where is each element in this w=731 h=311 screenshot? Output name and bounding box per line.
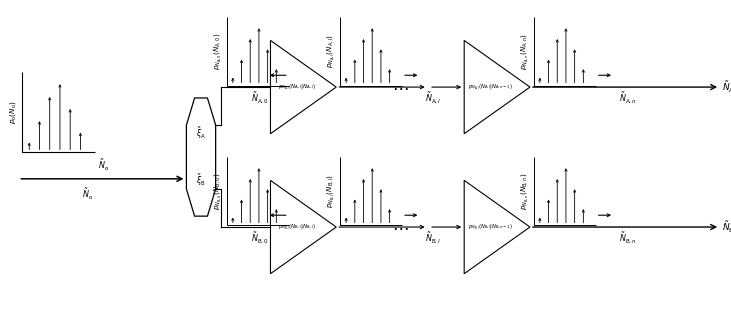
Text: $p_{N_{\rm A,n}}(N_{\rm A,n})$: $p_{N_{\rm A,n}}(N_{\rm A,n})$ [520, 33, 530, 70]
Text: $\tilde{N}_{\rm A}$: $\tilde{N}_{\rm A}$ [722, 79, 731, 95]
Text: $p_{N_{A,l}}(N_{{\rm A},l}|N_{{\rm A},l})$: $p_{N_{A,l}}(N_{{\rm A},l}|N_{{\rm A},l}… [278, 82, 316, 92]
Text: $p_{N_{B,l}}(N_{{\rm B},l}|N_{{\rm B},n-1})$: $p_{N_{B,l}}(N_{{\rm B},l}|N_{{\rm B},n-… [468, 222, 513, 232]
Text: $\tilde{\xi}_{\rm A}$: $\tilde{\xi}_{\rm A}$ [196, 126, 206, 141]
Text: $\tilde{N}_{{\rm B},0}$: $\tilde{N}_{{\rm B},0}$ [251, 230, 269, 245]
Text: $p_{N_{\rm A,0}}(N_{\rm A,0})$: $p_{N_{\rm A,0}}(N_{\rm A,0})$ [213, 33, 223, 70]
Text: $\cdots$: $\cdots$ [392, 78, 409, 96]
Text: $\cdots$: $\cdots$ [392, 218, 409, 236]
Text: $\tilde{N}_{{\rm A},n}$: $\tilde{N}_{{\rm A},n}$ [619, 90, 637, 105]
Text: $\tilde{N}_{{\rm A},0}$: $\tilde{N}_{{\rm A},0}$ [251, 90, 269, 105]
Text: $p_{N_{B,l}}(N_{{\rm B},l}|N_{{\rm B},l})$: $p_{N_{B,l}}(N_{{\rm B},l}|N_{{\rm B},l}… [278, 222, 316, 232]
Text: $p_{\rm o}(N_{\rm o})$: $p_{\rm o}(N_{\rm o})$ [7, 100, 18, 124]
Text: $\tilde{N}_{\rm o}$: $\tilde{N}_{\rm o}$ [98, 158, 109, 173]
Text: $\tilde{\xi}_{\rm B}$: $\tilde{\xi}_{\rm B}$ [196, 173, 206, 188]
Text: $\tilde{N}_{\rm o}$: $\tilde{N}_{\rm o}$ [82, 187, 94, 202]
Text: $\tilde{N}_{\rm B}$: $\tilde{N}_{\rm B}$ [722, 219, 731, 235]
Text: $p_{N_{A,l}}(N_{{\rm A},l}|N_{{\rm A},n-1})$: $p_{N_{A,l}}(N_{{\rm A},l}|N_{{\rm A},n-… [468, 82, 513, 92]
Text: $p_{N_{\rm B,l}}(N_{\rm B,l})$: $p_{N_{\rm B,l}}(N_{\rm B,l})$ [326, 174, 336, 208]
Text: $p_{N_{\rm B,0}}(N_{\rm B,0})$: $p_{N_{\rm B,0}}(N_{\rm B,0})$ [213, 173, 223, 210]
Text: $\tilde{N}_{{\rm B},l}$: $\tilde{N}_{{\rm B},l}$ [425, 230, 442, 245]
Text: $\tilde{N}_{{\rm B},n}$: $\tilde{N}_{{\rm B},n}$ [619, 230, 637, 245]
Text: $p_{N_{\rm A,l}}(N_{\rm A,l})$: $p_{N_{\rm A,l}}(N_{\rm A,l})$ [326, 34, 336, 68]
Text: $\tilde{N}_{{\rm A},l}$: $\tilde{N}_{{\rm A},l}$ [425, 90, 442, 105]
Text: $p_{N_{\rm B,n}}(N_{\rm B,n})$: $p_{N_{\rm B,n}}(N_{\rm B,n})$ [520, 173, 530, 210]
